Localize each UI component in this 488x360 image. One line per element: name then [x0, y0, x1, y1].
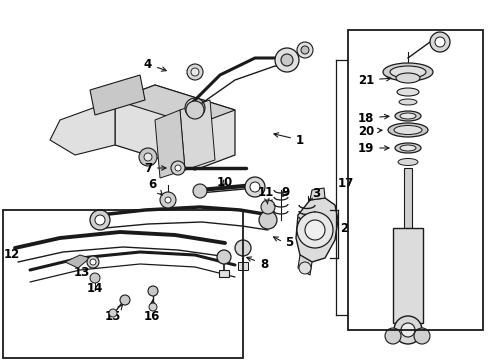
Text: 18: 18: [357, 112, 388, 125]
Circle shape: [95, 215, 105, 225]
Text: 5: 5: [285, 235, 293, 248]
Ellipse shape: [397, 158, 417, 166]
Circle shape: [217, 250, 230, 264]
Circle shape: [235, 240, 250, 256]
Text: 1: 1: [273, 133, 304, 147]
Circle shape: [281, 54, 292, 66]
Polygon shape: [115, 85, 235, 170]
Text: 15: 15: [104, 305, 122, 323]
Ellipse shape: [398, 99, 416, 105]
Circle shape: [434, 37, 444, 47]
Circle shape: [274, 48, 298, 72]
Text: 19: 19: [357, 141, 388, 154]
Circle shape: [90, 210, 110, 230]
Ellipse shape: [399, 145, 415, 151]
Bar: [219, 270, 228, 277]
Ellipse shape: [382, 63, 432, 81]
Circle shape: [413, 328, 429, 344]
Circle shape: [109, 309, 117, 317]
Circle shape: [393, 316, 421, 344]
Text: 14: 14: [87, 282, 103, 294]
Circle shape: [90, 273, 100, 283]
Circle shape: [148, 286, 158, 296]
Text: 8: 8: [246, 257, 267, 270]
Circle shape: [190, 103, 200, 113]
Bar: [238, 262, 247, 270]
Circle shape: [90, 259, 96, 265]
Circle shape: [259, 211, 276, 229]
Text: 16: 16: [143, 300, 160, 323]
Circle shape: [87, 256, 99, 268]
Text: 20: 20: [357, 125, 381, 138]
Ellipse shape: [396, 88, 418, 96]
Polygon shape: [297, 255, 311, 275]
Text: 21: 21: [357, 73, 390, 86]
Ellipse shape: [394, 111, 420, 121]
Ellipse shape: [393, 126, 421, 135]
Circle shape: [244, 177, 264, 197]
Bar: [347, 30, 482, 330]
Ellipse shape: [395, 73, 419, 83]
Polygon shape: [155, 110, 184, 178]
Circle shape: [429, 32, 449, 52]
Polygon shape: [180, 100, 215, 170]
Circle shape: [143, 153, 152, 161]
Circle shape: [249, 182, 260, 192]
Text: 9: 9: [280, 185, 288, 198]
Text: 10: 10: [217, 176, 233, 189]
Polygon shape: [115, 85, 235, 125]
Circle shape: [175, 165, 181, 171]
Circle shape: [296, 42, 312, 58]
Circle shape: [191, 68, 199, 76]
Ellipse shape: [394, 143, 420, 153]
Text: 4: 4: [143, 58, 166, 71]
Circle shape: [305, 220, 325, 240]
Circle shape: [185, 101, 203, 119]
Bar: [392, 228, 422, 323]
Circle shape: [186, 64, 203, 80]
Circle shape: [171, 161, 184, 175]
Text: 2: 2: [339, 221, 347, 234]
Text: 6: 6: [147, 177, 162, 195]
Bar: [3, 210, 243, 358]
Text: 3: 3: [311, 186, 320, 199]
Circle shape: [296, 212, 332, 248]
Circle shape: [193, 184, 206, 198]
Circle shape: [164, 197, 171, 203]
Polygon shape: [65, 255, 90, 268]
Circle shape: [149, 303, 157, 311]
Circle shape: [139, 148, 157, 166]
Ellipse shape: [399, 113, 415, 119]
Text: 11: 11: [257, 185, 274, 204]
Text: 13: 13: [74, 262, 92, 279]
Circle shape: [120, 295, 130, 305]
Ellipse shape: [387, 123, 427, 137]
Circle shape: [184, 98, 204, 118]
Circle shape: [160, 192, 176, 208]
Circle shape: [261, 200, 274, 214]
Polygon shape: [309, 188, 325, 200]
Polygon shape: [50, 100, 115, 155]
Text: 17: 17: [337, 176, 353, 189]
Circle shape: [301, 46, 308, 54]
Ellipse shape: [389, 66, 425, 78]
Polygon shape: [295, 198, 337, 262]
Polygon shape: [90, 75, 145, 115]
Circle shape: [384, 328, 400, 344]
Text: 12: 12: [4, 248, 20, 261]
Circle shape: [400, 323, 414, 337]
Text: 7: 7: [143, 162, 165, 175]
Circle shape: [298, 262, 310, 274]
Bar: [403, 168, 411, 228]
